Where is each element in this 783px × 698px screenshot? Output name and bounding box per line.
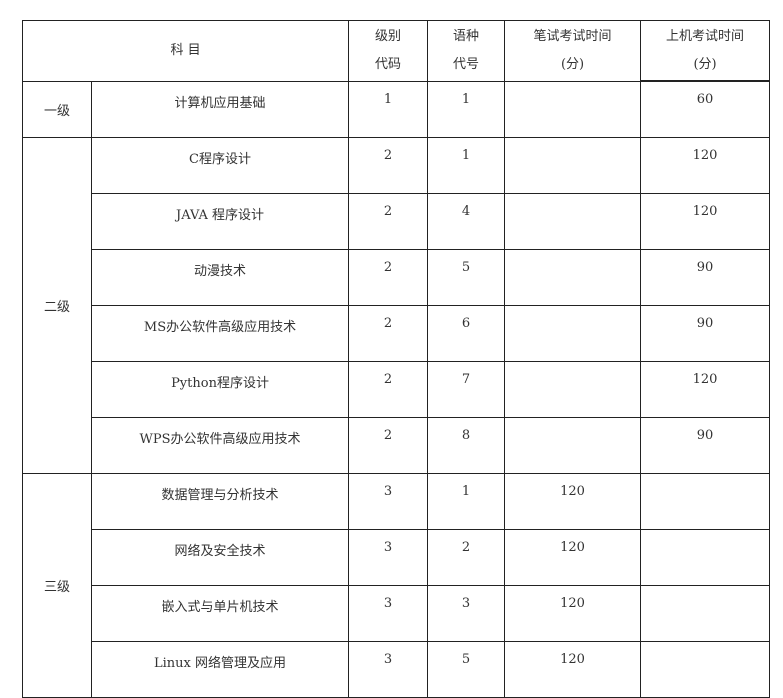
computer-time-cell	[640, 585, 771, 642]
header-computer-time: 上机考试时间 (分)	[640, 20, 771, 82]
written-time-cell	[504, 193, 642, 250]
level-code-cell: 3	[348, 641, 429, 698]
written-time-cell	[504, 80, 642, 138]
computer-time-cell	[640, 529, 771, 586]
language-code-cell: 1	[427, 80, 506, 138]
subject-cell: 数据管理与分析技术	[90, 473, 350, 530]
language-code-cell: 5	[427, 249, 506, 306]
subject-cell: Python程序设计	[90, 361, 350, 418]
header-language-code-line2: 代号	[453, 57, 480, 72]
header-level-code-line2: 代码	[375, 57, 402, 72]
written-time-cell	[504, 137, 642, 194]
table-row: Linux 网络管理及应用 3 5 120	[23, 641, 771, 698]
table-row: 二级 C程序设计 2 1 120	[22, 137, 771, 474]
table-row: WPS办公软件高级应用技术 2 8 90	[23, 417, 771, 474]
subject-cell: Linux 网络管理及应用	[90, 641, 350, 698]
language-code-cell: 3	[427, 585, 506, 642]
level-code-cell: 2	[348, 305, 429, 362]
header-computer-time-line1: 上机考试时间	[666, 29, 745, 44]
subject-cell: 网络及安全技术	[90, 529, 350, 586]
language-code-cell: 6	[427, 305, 506, 362]
level-code-cell: 2	[348, 417, 429, 474]
header-language-code-line1: 语种	[453, 29, 480, 44]
level-code-cell: 2	[348, 361, 429, 418]
subject-cell: C程序设计	[90, 137, 350, 194]
level-code-cell: 3	[348, 585, 429, 642]
computer-time-cell	[640, 473, 771, 530]
computer-time-cell: 60	[640, 80, 771, 138]
level-cell: 二级	[22, 137, 92, 474]
computer-time-cell: 120	[640, 137, 771, 194]
table-row: 嵌入式与单片机技术 3 3 120	[23, 585, 771, 642]
written-time-cell: 120	[504, 641, 642, 698]
table-row: 动漫技术 2 5 90	[23, 249, 771, 306]
exam-subjects-table: 科 目 级别代码 语种代号 笔试考试时间 (分) 上机考试时间 (分) 一级 计算机应…	[21, 20, 771, 698]
computer-time-cell: 120	[640, 361, 771, 418]
level-cell: 一级	[22, 80, 92, 138]
header-written-time-line2: (分)	[560, 57, 585, 72]
level-code-cell: 2	[348, 193, 429, 250]
computer-time-cell: 90	[640, 249, 771, 306]
subject-cell: 计算机应用基础	[90, 80, 350, 138]
subject-cell: 动漫技术	[90, 249, 350, 306]
level-code-cell: 2	[348, 249, 429, 306]
written-time-cell	[504, 305, 642, 362]
written-time-cell	[504, 249, 642, 306]
table-row: Python程序设计 2 7 120	[23, 361, 771, 418]
written-time-cell	[504, 361, 642, 418]
level-code-cell: 1	[348, 80, 429, 138]
computer-time-cell: 90	[640, 417, 771, 474]
table-row: JAVA 程序设计 2 4 120	[23, 193, 771, 250]
language-code-cell: 7	[427, 361, 506, 418]
language-code-cell: 1	[427, 473, 506, 530]
header-level-code: 级别 代码	[348, 20, 429, 82]
written-time-cell: 120	[504, 529, 642, 586]
table-header-row: 科 目 级别代码 语种代号 笔试考试时间 (分) 上机考试时间 (分)	[21, 20, 771, 82]
level-cell: 三级	[22, 473, 92, 698]
written-time-cell: 120	[504, 473, 642, 530]
subject-cell: WPS办公软件高级应用技术	[90, 417, 350, 474]
header-subject: 科 目	[21, 20, 350, 82]
header-written-time: 笔试考试时间 (分)	[504, 20, 642, 82]
table-row: MS办公软件高级应用技术 2 6 90	[23, 305, 771, 362]
level-code-cell: 3	[348, 473, 429, 530]
language-code-cell: 5	[427, 641, 506, 698]
computer-time-cell	[640, 641, 771, 698]
level-code-cell: 2	[348, 137, 429, 194]
written-time-cell	[504, 417, 642, 474]
computer-time-cell: 120	[640, 193, 771, 250]
table-row: 一级 计算机应用基础 1 1 60	[22, 80, 771, 138]
language-code-cell: 1	[427, 137, 506, 194]
language-code-cell: 2	[427, 529, 506, 586]
subject-cell: JAVA 程序设计	[90, 193, 350, 250]
level-code-cell: 3	[348, 529, 429, 586]
written-time-cell: 120	[504, 585, 642, 642]
table-row: 网络及安全技术 3 2 120	[23, 529, 771, 586]
computer-time-cell: 90	[640, 305, 771, 362]
header-computer-time-line2: (分)	[693, 57, 717, 72]
subject-cell: 嵌入式与单片机技术	[90, 585, 350, 642]
language-code-cell: 8	[427, 417, 506, 474]
subject-cell: MS办公软件高级应用技术	[90, 305, 350, 362]
table-row: 三级 数据管理与分析技术 3 1 120	[22, 473, 771, 698]
header-written-time-line1: 笔试考试时间	[533, 29, 612, 44]
header-language-code: 语种 代号	[427, 20, 506, 82]
language-code-cell: 4	[427, 193, 506, 250]
header-level-code-line1: 级别	[375, 29, 402, 44]
